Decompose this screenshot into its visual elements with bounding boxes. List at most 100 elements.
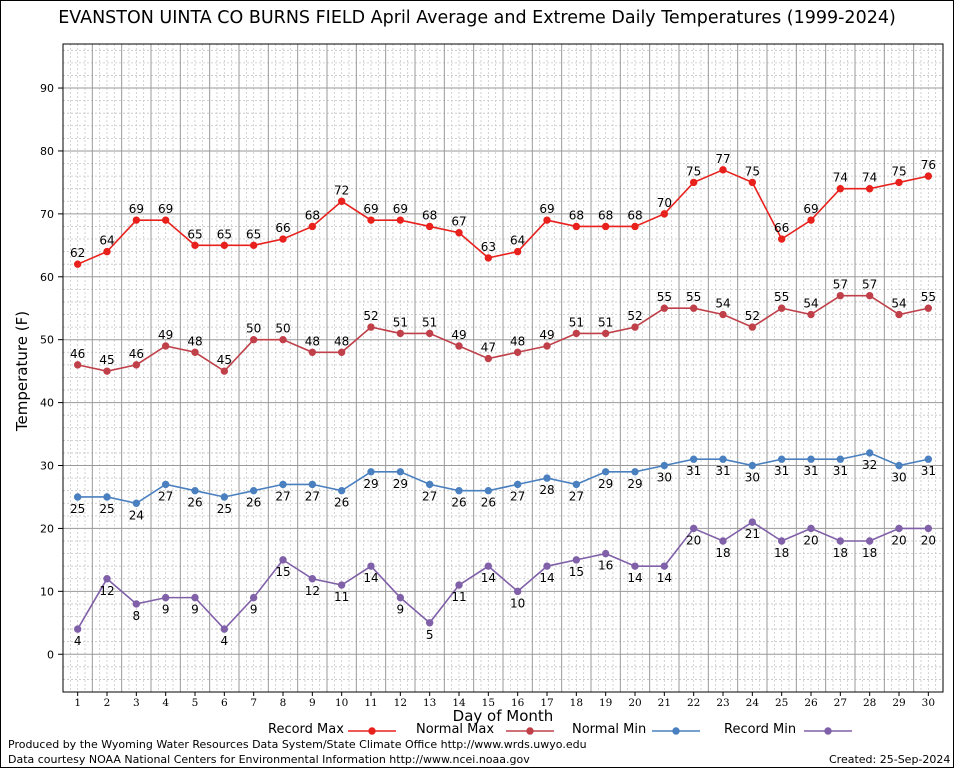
data-label: 75 <box>891 164 906 178</box>
data-label: 18 <box>715 546 730 560</box>
data-point <box>895 524 903 533</box>
data-point <box>249 486 258 495</box>
data-point <box>924 524 933 533</box>
data-label: 30 <box>745 471 760 485</box>
data-label: 29 <box>598 477 613 491</box>
data-label: 49 <box>539 328 554 342</box>
data-label: 9 <box>191 603 199 617</box>
data-label: 4 <box>221 634 229 648</box>
data-label: 51 <box>569 315 584 329</box>
data-label: 18 <box>833 546 848 560</box>
data-label: 20 <box>803 533 818 547</box>
data-label: 27 <box>305 489 320 503</box>
data-label: 62 <box>70 246 85 260</box>
legend-label-normal-min: Normal Min <box>572 722 647 737</box>
data-point <box>191 241 199 250</box>
data-label: 68 <box>569 208 584 222</box>
data-point <box>543 342 551 350</box>
data-label: 25 <box>217 502 232 516</box>
data-point <box>425 619 434 627</box>
data-point <box>836 291 845 300</box>
data-point <box>631 323 639 331</box>
data-point <box>337 486 346 495</box>
data-point <box>220 625 229 633</box>
data-label: 27 <box>275 489 290 503</box>
data-point <box>191 486 199 495</box>
x-tick-label: 11 <box>364 697 377 709</box>
data-label: 48 <box>510 334 525 348</box>
data-label: 66 <box>774 221 789 235</box>
data-label: 10 <box>510 596 525 610</box>
footer-source: Data courtesy NOAA National Centers for … <box>8 753 530 766</box>
data-point <box>719 537 727 545</box>
legend-marker <box>526 727 534 735</box>
data-point <box>689 524 698 533</box>
data-point <box>660 461 669 470</box>
data-label: 26 <box>481 496 496 510</box>
data-point <box>73 625 82 633</box>
data-label: 27 <box>422 489 437 503</box>
x-tick-label: 6 <box>221 697 228 709</box>
data-label: 27 <box>569 489 584 503</box>
footer-producer: Produced by the Wyoming Water Resources … <box>8 738 587 751</box>
footer-created: Created: 25-Sep-2024 <box>829 753 951 766</box>
data-label: 24 <box>129 508 144 522</box>
x-tick-label: 10 <box>335 697 348 709</box>
data-label: 69 <box>803 202 818 216</box>
data-label: 14 <box>627 571 642 585</box>
data-label: 51 <box>422 315 437 329</box>
data-point <box>455 342 463 350</box>
data-label: 25 <box>99 502 114 516</box>
data-label: 18 <box>774 546 789 560</box>
series-line <box>77 168 929 265</box>
x-tick-label: 12 <box>394 697 407 709</box>
data-point <box>572 222 581 231</box>
x-tick-label: 14 <box>452 697 466 709</box>
data-point <box>572 480 581 489</box>
data-label: 21 <box>745 527 760 541</box>
data-label: 26 <box>334 496 349 510</box>
data-label: 29 <box>363 477 378 491</box>
data-label: 46 <box>70 347 85 361</box>
data-label: 14 <box>539 571 554 585</box>
data-point <box>425 222 434 231</box>
data-point <box>367 323 375 331</box>
series-record-min: 4 12 8 9 9 4 9 15 12 11 14 9 5 11 14 10 14 15 16 14 14 20 18 21… <box>73 518 936 648</box>
data-point <box>924 304 933 312</box>
x-tick-label: 9 <box>309 697 316 709</box>
data-point <box>513 480 522 489</box>
data-point <box>249 241 258 250</box>
data-label: 52 <box>745 309 760 323</box>
data-label: 69 <box>129 202 144 216</box>
data-label: 48 <box>187 334 202 348</box>
data-point <box>132 600 141 608</box>
data-point <box>191 593 199 602</box>
data-point <box>836 455 845 463</box>
x-tick-label: 20 <box>628 697 641 709</box>
data-point <box>631 468 639 476</box>
y-tick-label: 50 <box>40 334 54 347</box>
data-point <box>161 342 170 350</box>
data-label: 65 <box>187 227 202 241</box>
data-point <box>601 222 610 231</box>
data-point <box>865 537 874 545</box>
y-tick-label: 0 <box>47 648 54 661</box>
data-label: 68 <box>305 208 320 222</box>
data-point <box>865 449 874 457</box>
x-axis-label: Day of Month <box>452 707 554 725</box>
data-label: 46 <box>129 347 144 361</box>
x-tick-label: 18 <box>570 697 583 709</box>
data-label: 67 <box>451 215 466 229</box>
data-point <box>103 247 111 256</box>
data-point <box>308 348 317 356</box>
data-label: 64 <box>99 234 114 248</box>
data-label: 47 <box>481 341 496 355</box>
series-line <box>76 521 929 631</box>
data-point <box>719 166 727 174</box>
x-tick-label: 26 <box>804 697 818 709</box>
data-point <box>220 493 229 501</box>
data-label: 69 <box>158 202 173 216</box>
data-point <box>807 524 815 533</box>
data-label: 26 <box>451 496 466 510</box>
x-tick-label: 21 <box>658 697 671 709</box>
